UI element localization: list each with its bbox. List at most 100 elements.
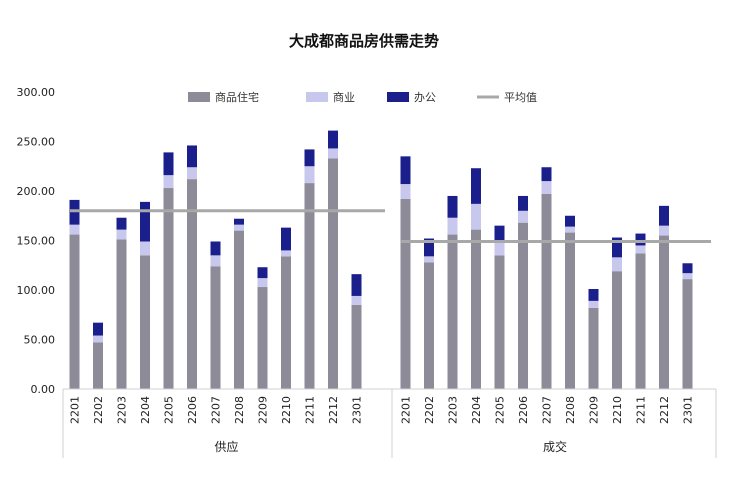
bar-segment [682, 263, 693, 274]
y-tick-label: 250.00 [17, 136, 56, 149]
y-tick-label: 200.00 [17, 185, 56, 198]
bar-segment [400, 184, 411, 199]
x-tick-label: 2210 [611, 396, 624, 424]
y-tick-label: 300.00 [17, 86, 56, 99]
legend-label: 办公 [414, 91, 436, 104]
bar-segment [471, 203, 481, 230]
bar-segment [351, 295, 362, 305]
bar-segment [659, 225, 669, 236]
legend-swatch [188, 92, 210, 102]
bar-segment [187, 179, 197, 389]
bar-segment [541, 181, 552, 194]
bar-segment [93, 322, 103, 336]
x-tick-label: 2211 [304, 396, 317, 424]
bar-segment [116, 229, 127, 240]
bar-segment [304, 149, 315, 167]
bar-segment [328, 158, 338, 389]
bar-segment [304, 183, 315, 389]
bar-segment [187, 167, 197, 180]
bar-segment [588, 289, 599, 301]
bar-segment [424, 262, 434, 389]
bar-segment [565, 215, 575, 227]
bar-segment [210, 266, 221, 389]
x-tick-label: 2204 [139, 396, 152, 424]
bar-segment [494, 225, 505, 241]
x-tick-label: 2206 [517, 396, 530, 424]
bar-segment [635, 233, 646, 246]
bar-segment [93, 335, 103, 343]
x-tick-label: 2203 [447, 396, 460, 424]
chart-title: 大成都商品房供需走势 [289, 32, 439, 50]
bar-segment [447, 217, 458, 235]
bar-segment [257, 267, 268, 279]
group-label: 供应 [214, 439, 238, 454]
legend-label: 商业 [333, 90, 355, 104]
bar-segment [257, 278, 268, 288]
bar-segment [140, 201, 150, 242]
average-lines [70, 209, 711, 243]
x-tick-label: 2212 [327, 396, 340, 424]
bar-segment [69, 234, 80, 389]
bar-segment [635, 245, 646, 254]
bar-segment [234, 224, 244, 231]
bar-segment [163, 188, 174, 389]
legend-label: 平均值 [504, 91, 537, 104]
x-tick-label: 2202 [92, 396, 105, 424]
bar-segment [518, 222, 528, 389]
bar-segment [187, 145, 197, 168]
x-tick-label: 2301 [351, 396, 364, 424]
x-tick-label: 2208 [564, 396, 577, 424]
y-tick-label: 150.00 [17, 235, 56, 248]
bar-segment [257, 287, 268, 389]
bar-segment [541, 193, 552, 389]
bar-segment [234, 218, 244, 225]
bar-segment [659, 235, 669, 389]
y-tick-label: 0.00 [31, 383, 56, 396]
x-axis: 2201 2202 2203 2204 2205 2206 2207 2208 2209 2210… [62, 388, 717, 458]
bar-segment [682, 279, 693, 389]
bar-segment [588, 307, 599, 389]
x-tick-label: 2205 [163, 396, 176, 424]
x-tick-label: 2207 [541, 396, 554, 424]
bar-segment [140, 255, 150, 389]
bar-segment [400, 156, 411, 185]
bar-segment [471, 168, 481, 204]
bar-segment [140, 241, 150, 256]
bar-segment [682, 273, 693, 280]
bar-segment [328, 130, 338, 149]
bar-segment [447, 234, 458, 389]
x-tick-label: 2209 [588, 396, 601, 424]
bar-segment [494, 240, 505, 256]
bar-segment [424, 238, 434, 257]
y-axis: 0.00 50.00 100.00 150.00 200.00 250.00 300.00 [17, 86, 56, 396]
bar-segment [281, 227, 291, 251]
bar-segment [494, 255, 505, 389]
bar-segment [447, 195, 458, 218]
bar-segment [328, 148, 338, 159]
bar-segment [424, 256, 434, 263]
bar-segment [612, 271, 622, 389]
x-tick-label: 2204 [470, 396, 483, 424]
legend: 商品住宅 商业 办公 平均值 [188, 90, 537, 104]
bar-segment [518, 195, 528, 211]
bar-segment [69, 224, 80, 235]
x-tick-label: 2205 [494, 396, 507, 424]
x-tick-label: 2201 [69, 396, 82, 424]
bar-segment [163, 152, 174, 176]
bar-segment [210, 255, 221, 267]
group-label: 成交 [543, 439, 567, 454]
bar-segment [281, 250, 291, 257]
bar-segment [541, 167, 552, 182]
bar-segment [565, 226, 575, 233]
bar-segment [565, 232, 575, 389]
bar-segment [116, 239, 127, 389]
x-tick-label: 2206 [186, 396, 199, 424]
bar-segment [163, 175, 174, 189]
bar-segment [471, 229, 481, 389]
legend-label: 商品住宅 [215, 90, 259, 104]
x-tick-label: 2207 [210, 396, 223, 424]
bar-segment [351, 274, 362, 296]
bar-segment [281, 256, 291, 389]
